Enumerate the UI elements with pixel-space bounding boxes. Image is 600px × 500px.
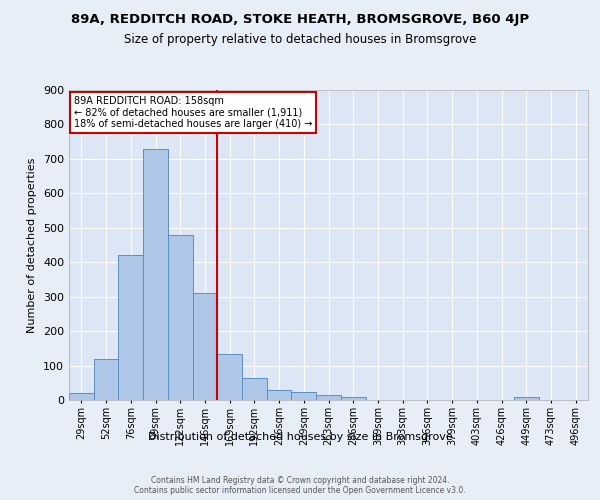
Text: Contains HM Land Registry data © Crown copyright and database right 2024.
Contai: Contains HM Land Registry data © Crown c… — [134, 476, 466, 495]
Bar — [217, 354, 242, 400]
Text: 89A, REDDITCH ROAD, STOKE HEATH, BROMSGROVE, B60 4JP: 89A, REDDITCH ROAD, STOKE HEATH, BROMSGR… — [71, 12, 529, 26]
Bar — [118, 256, 143, 400]
Bar — [94, 358, 118, 400]
Bar — [292, 392, 316, 400]
Text: Distribution of detached houses by size in Bromsgrove: Distribution of detached houses by size … — [148, 432, 452, 442]
Bar — [316, 395, 341, 400]
Bar — [341, 397, 365, 400]
Bar — [69, 393, 94, 400]
Bar — [193, 293, 217, 400]
Text: Size of property relative to detached houses in Bromsgrove: Size of property relative to detached ho… — [124, 32, 476, 46]
Text: 89A REDDITCH ROAD: 158sqm
← 82% of detached houses are smaller (1,911)
18% of se: 89A REDDITCH ROAD: 158sqm ← 82% of detac… — [74, 96, 313, 130]
Bar — [143, 148, 168, 400]
Bar — [242, 378, 267, 400]
Bar — [267, 390, 292, 400]
Y-axis label: Number of detached properties: Number of detached properties — [28, 158, 37, 332]
Bar — [168, 234, 193, 400]
Bar — [514, 397, 539, 400]
